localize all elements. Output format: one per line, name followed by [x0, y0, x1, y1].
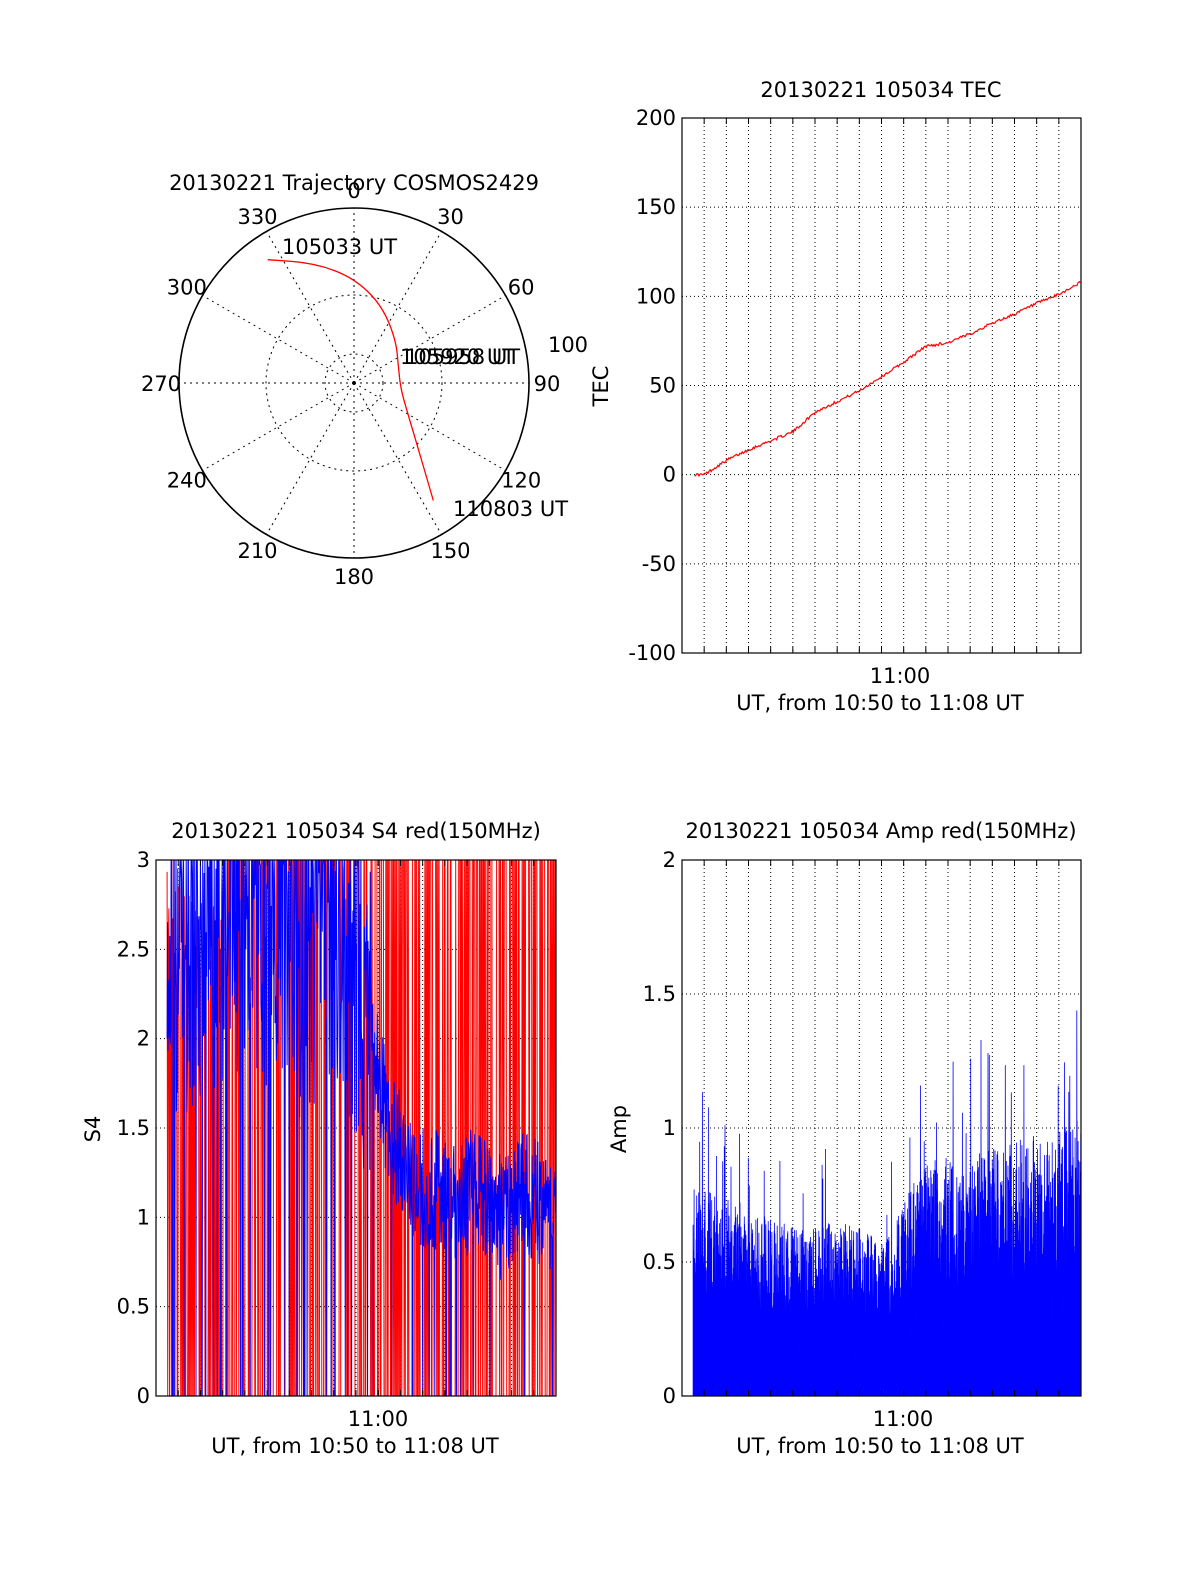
amp-title: 20130221 105034 Amp red(150MHz) — [685, 819, 1076, 843]
polar-grid-spoke — [266, 382, 355, 535]
y-tick-label: 0.5 — [643, 1250, 676, 1274]
polar-annotation-start: 105033 UT — [282, 235, 397, 259]
y-tick-label: 1 — [663, 1116, 676, 1140]
polar-title: 20130221 Trajectory COSMOS2429 — [169, 171, 539, 195]
amp-area — [692, 1010, 1082, 1397]
polar-angle-label: 120 — [501, 469, 541, 493]
polar-grid-spoke — [353, 382, 442, 535]
trajectory-polar-plot: 20130221 Trajectory COSMOS2429 0 30 60 90 12… — [141, 171, 588, 589]
polar-annotation-end: 110803 UT — [453, 497, 568, 521]
s4-y-axis-label: S4 — [81, 1116, 105, 1143]
polar-grid-spoke — [202, 382, 355, 471]
polar-grid-spoke — [353, 295, 506, 384]
polar-grid-spoke — [353, 231, 442, 384]
polar-grid-circle — [265, 294, 443, 472]
amp-x-tick-label: 11:00 — [873, 1407, 934, 1431]
y-tick-label: 200 — [636, 106, 676, 130]
y-tick-label: 2.5 — [117, 937, 150, 961]
polar-angle-label: 0 — [347, 179, 360, 203]
polar-angle-labels: 0 30 60 90 120 150 180 210 240 270 300 330 — [141, 179, 560, 589]
polar-angle-label: 60 — [508, 276, 535, 300]
y-tick-label: 0 — [137, 1384, 150, 1408]
tec-x-tick-label: 11:00 — [870, 664, 931, 688]
polar-angle-label: 150 — [430, 539, 470, 563]
polar-angle-label: 240 — [167, 469, 207, 493]
tec-ticks: -100 -50 0 50 100 150 200 — [628, 106, 1060, 665]
tec-line — [694, 280, 1081, 478]
y-tick-label: -100 — [628, 641, 676, 665]
y-tick-label: 0 — [663, 463, 676, 487]
amp-series — [692, 1010, 1082, 1397]
polar-grid-spoke — [353, 382, 506, 471]
tec-chart: 20130221 105034 TEC -100-50050100150200 … — [589, 78, 1082, 715]
polar-angle-label: 300 — [167, 276, 207, 300]
y-tick-label: 3 — [137, 848, 150, 872]
s4-title: 20130221 105034 S4 red(150MHz) — [171, 819, 541, 843]
s4-x-tick-label: 11:00 — [348, 1407, 409, 1431]
polar-grid-circle — [324, 353, 384, 413]
y-tick-label: 50 — [649, 374, 676, 398]
amp-chart: 20130221 105034 Amp red(150MHz) 0 0.5 1 1.5… — [607, 819, 1082, 1458]
tec-grid — [682, 118, 1081, 653]
s4-chart: 20130221 105034 S4 red(150MHz) 0 0.5 1 1.5 2… — [81, 819, 557, 1458]
y-tick-label: 1.5 — [117, 1116, 150, 1140]
y-tick-label: 0 — [663, 1384, 676, 1408]
polar-trajectory-line — [267, 259, 434, 501]
polar-angle-label: 30 — [437, 205, 464, 229]
polar-angle-label: 270 — [141, 372, 181, 396]
polar-grid — [178, 207, 530, 559]
y-tick-label: 2 — [663, 848, 676, 872]
polar-angle-label: 210 — [237, 539, 277, 563]
polar-annotation-mid-1: 105920 UT — [400, 345, 515, 369]
y-tick-label: 100 — [636, 284, 676, 308]
polar-angle-label: 330 — [237, 205, 277, 229]
y-tick-label: -50 — [642, 552, 676, 576]
y-tick-label: 1 — [137, 1205, 150, 1229]
tec-series — [694, 280, 1081, 478]
s4-x-axis-label: UT, from 10:50 to 11:08 UT — [211, 1434, 499, 1458]
amp-y-axis-label: Amp — [607, 1105, 631, 1153]
polar-grid-spoke — [202, 295, 355, 384]
amp-ticks: 0 0.5 1 1.5 2 — [643, 848, 1060, 1408]
polar-grid-spoke — [266, 231, 355, 384]
y-tick-label: 1.5 — [643, 982, 676, 1006]
polar-angle-label: 90 — [534, 372, 561, 396]
tec-x-axis-label: UT, from 10:50 to 11:08 UT — [736, 691, 1024, 715]
polar-radial-tick-label: 100 — [548, 333, 588, 357]
y-tick-label: 150 — [636, 195, 676, 219]
polar-annotation-mid-2: 105958 UT — [405, 345, 520, 369]
tec-y-axis-label: TEC — [589, 366, 613, 408]
amp-x-axis-label: UT, from 10:50 to 11:08 UT — [736, 1434, 1024, 1458]
polar-angle-label: 180 — [334, 565, 374, 589]
tec-title: 20130221 105034 TEC — [760, 78, 1001, 102]
s4-ticks: 0 0.5 1 1.5 2 2.5 3 — [117, 848, 535, 1408]
y-tick-label: 0.5 — [117, 1295, 150, 1319]
y-tick-label: 2 — [137, 1027, 150, 1051]
